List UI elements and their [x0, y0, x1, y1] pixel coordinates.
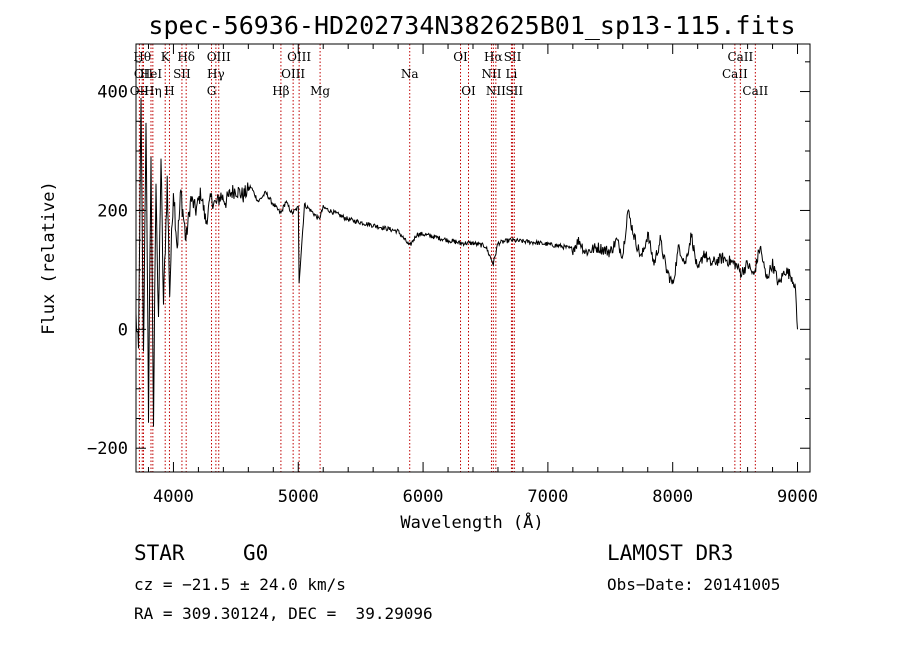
- line-marker-label-3: HeI: [140, 67, 163, 81]
- line-marker-label-5: K: [161, 50, 171, 64]
- line-marker-label-16: Na: [401, 67, 419, 81]
- line-marker-label-23: SII: [504, 50, 522, 64]
- line-marker-label-26: CaII: [727, 50, 753, 64]
- x-tick-label-4: 8000: [652, 487, 693, 507]
- line-marker-label-13: OIII: [281, 67, 305, 81]
- line-marker-label-1: Hθ: [133, 50, 151, 64]
- y-tick-label-0: −200: [87, 439, 128, 459]
- line-marker-label-19: NII: [481, 67, 501, 81]
- x-tick-label-5: 9000: [777, 487, 818, 507]
- chart-title: spec-56936-HD202734N382625B01_sp13-115.f…: [148, 11, 795, 40]
- object-subclass: G0: [243, 541, 269, 565]
- line-marker-label-27: CaII: [742, 84, 768, 98]
- line-marker-label-21: NII: [486, 84, 506, 98]
- x-axis-label: Wavelength (Å): [400, 511, 543, 533]
- line-marker-label-12: Hβ: [272, 84, 289, 98]
- line-marker-label-25: CaII: [722, 67, 748, 81]
- line-marker-label-0: OII: [130, 84, 150, 98]
- line-marker-label-22: Li: [506, 67, 518, 81]
- spectrum-line-0: [135, 97, 798, 427]
- line-marker-label-4: Hη: [144, 84, 162, 98]
- line-marker-label-15: Mg: [310, 84, 330, 98]
- y-axis-label: Flux (relative): [39, 181, 59, 335]
- y-tick-label-1: 0: [118, 320, 128, 340]
- line-marker-label-17: OI: [453, 50, 468, 64]
- line-marker-label-7: SII: [173, 67, 191, 81]
- line-marker-label-8: Hδ: [177, 50, 195, 64]
- line-marker-label-11: OIII: [207, 50, 231, 64]
- line-marker-label-18: OI: [461, 84, 476, 98]
- line-marker-label-6: H: [164, 84, 174, 98]
- y-tick-label-3: 400: [97, 83, 128, 103]
- survey-name: LAMOST DR3: [607, 541, 734, 565]
- line-marker-label-14: OIII: [287, 50, 311, 64]
- line-marker-label-24: SII: [505, 84, 523, 98]
- x-tick-label-0: 4000: [153, 487, 194, 507]
- x-tick-label-3: 7000: [527, 487, 568, 507]
- coordinates: RA = 309.30124, DEC = 39.29096: [134, 604, 433, 623]
- x-tick-label-1: 5000: [278, 487, 319, 507]
- y-tick-label-2: 200: [97, 201, 128, 221]
- line-marker-label-20: Hα: [484, 50, 503, 64]
- axis-ticks: 4000 5000 6000 7000 8000 9000 −200 0 200 400: [87, 44, 818, 507]
- line-marker-label-10: Hγ: [207, 67, 225, 81]
- redshift-cz: cz = −21.5 ± 24.0 km/s: [134, 575, 346, 594]
- obs-date: Obs−Date: 20141005: [607, 575, 781, 594]
- x-tick-label-2: 6000: [403, 487, 444, 507]
- spectrum-series: [135, 97, 798, 427]
- object-class: STAR: [134, 541, 185, 565]
- line-marker-label-9: G: [207, 84, 217, 98]
- line-markers: OIIHθOIIHeIHηKHSIIHδGHγOIIIHβOIIIOIIIMgN…: [130, 44, 768, 472]
- line-marker-label-2: OII: [134, 67, 154, 81]
